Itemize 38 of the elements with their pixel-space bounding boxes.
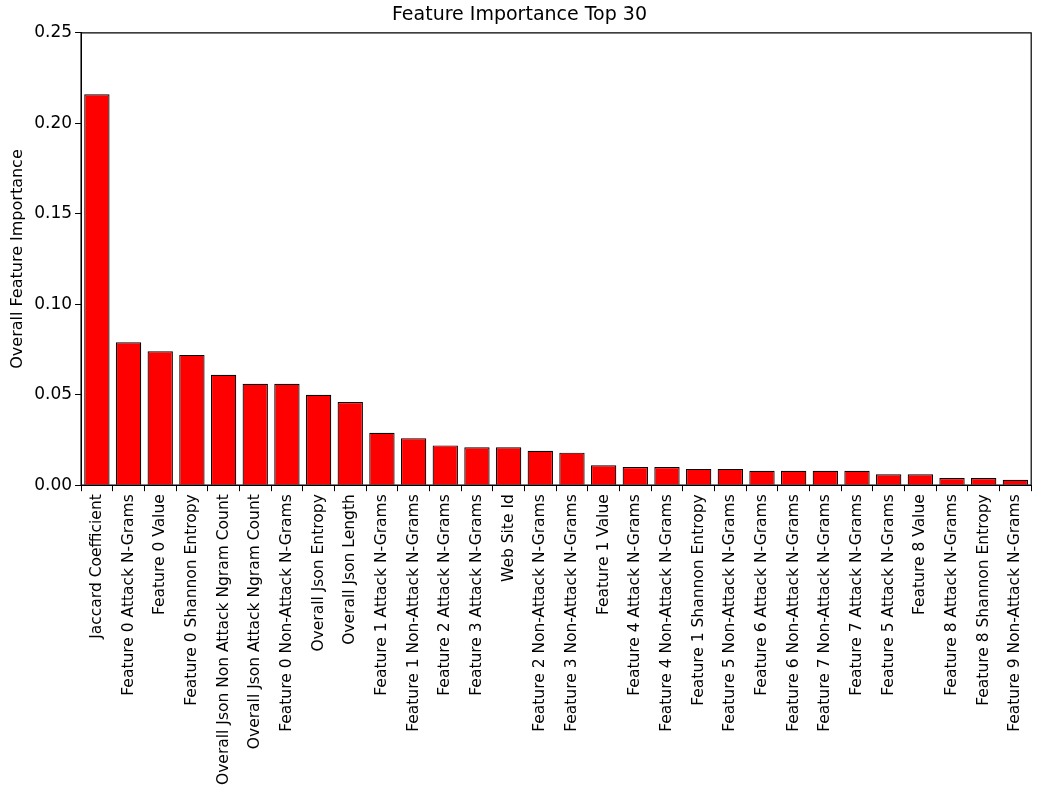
x-tick-label: Feature 8 Shannon Entropy bbox=[973, 494, 992, 706]
x-tick-label: Feature 0 Value bbox=[150, 494, 169, 616]
x-tick-label: Overall Json Entropy bbox=[308, 494, 327, 652]
x-tick-label: Feature 5 Attack N-Grams bbox=[878, 494, 897, 696]
x-tick-label: Jaccard Coefficient bbox=[86, 494, 105, 640]
x-tick-label: Feature 1 Shannon Entropy bbox=[688, 494, 707, 706]
y-tick-label: 0.20 bbox=[34, 111, 73, 132]
x-tick-label: Feature 0 Attack N-Grams bbox=[118, 494, 137, 696]
x-tick-label: Feature 9 Non-Attack N-Grams bbox=[1005, 494, 1024, 732]
y-tick-label: 0.00 bbox=[34, 473, 73, 494]
y-tick-label: 0.25 bbox=[34, 21, 73, 42]
x-tick-label: Feature 6 Non-Attack N-Grams bbox=[783, 494, 802, 732]
x-tick-label: Overall Json Non Attack Ngram Count bbox=[213, 494, 232, 786]
x-tick-label: Feature 7 Non-Attack N-Grams bbox=[815, 494, 834, 732]
x-tick-label: Feature 1 Value bbox=[593, 494, 612, 616]
y-tick-label: 0.05 bbox=[34, 383, 73, 404]
x-tick-label: Web Site Id bbox=[498, 494, 517, 583]
x-tick-label: Feature 6 Attack N-Grams bbox=[752, 494, 771, 696]
x-tick-label: Feature 7 Attack N-Grams bbox=[847, 494, 866, 696]
x-tick-label: Feature 5 Non-Attack N-Grams bbox=[720, 494, 739, 732]
x-tick-label: Feature 8 Value bbox=[910, 494, 929, 616]
y-tick-label: 0.10 bbox=[34, 292, 73, 313]
y-tick-label: 0.15 bbox=[34, 202, 73, 223]
x-tick-label: Overall Json Length bbox=[340, 494, 359, 645]
x-tick-label: Feature 4 Non-Attack N-Grams bbox=[657, 494, 676, 732]
x-tick-label: Feature 2 Attack N-Grams bbox=[435, 494, 454, 696]
x-tick-label: Feature 1 Attack N-Grams bbox=[371, 494, 390, 696]
x-tick-label: Overall Json Attack Ngram Count bbox=[245, 494, 264, 750]
x-tick-label: Feature 4 Attack N-Grams bbox=[625, 494, 644, 696]
x-tick-label: Feature 3 Attack N-Grams bbox=[466, 494, 485, 696]
x-tick-label: Feature 1 Non-Attack N-Grams bbox=[403, 494, 422, 732]
x-tick-label: Feature 2 Non-Attack N-Grams bbox=[530, 494, 549, 732]
y-axis-title: Overall Feature Importance bbox=[6, 149, 26, 369]
x-tick-label: Feature 0 Shannon Entropy bbox=[181, 494, 200, 706]
x-tick-label: Feature 3 Non-Attack N-Grams bbox=[561, 494, 580, 732]
chart-title: Feature Importance Top 30 bbox=[391, 2, 648, 25]
x-tick-label: Feature 0 Non-Attack N-Grams bbox=[276, 494, 295, 732]
x-tick-label: Feature 8 Attack N-Grams bbox=[942, 494, 961, 696]
